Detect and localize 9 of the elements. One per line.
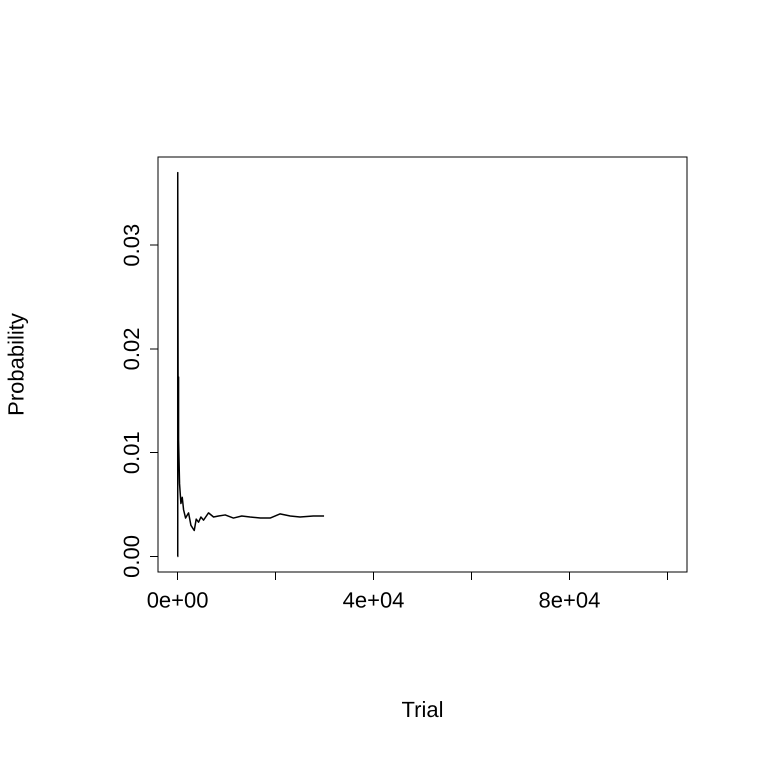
x-axis-title: Trial	[402, 696, 444, 722]
y-axis-title: Probability	[3, 313, 28, 416]
y-tick-label: 0.02	[119, 328, 144, 370]
y-tick-label: 0.03	[119, 224, 144, 267]
y-tick-label: 0.00	[119, 535, 144, 578]
y-tick-label: 0.01	[119, 431, 144, 474]
x-tick-label: 0e+00	[146, 587, 208, 612]
x-tick-label: 4e+04	[342, 587, 404, 612]
x-tick-label: 8e+04	[538, 587, 600, 612]
